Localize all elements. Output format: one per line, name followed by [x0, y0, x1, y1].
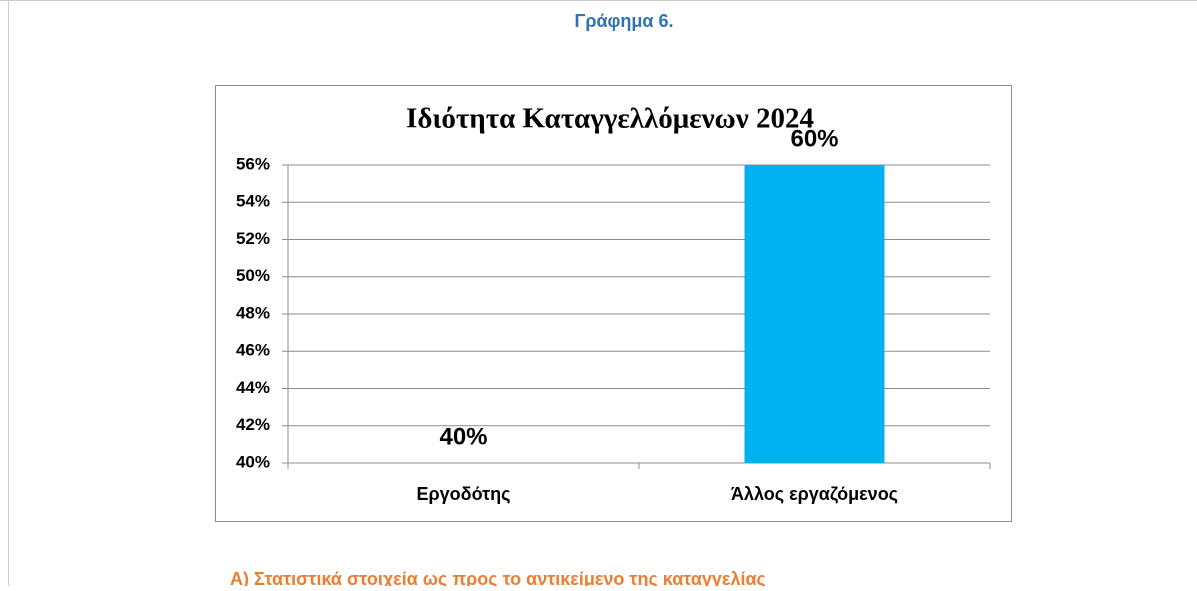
y-tick-label: 40%: [236, 452, 270, 471]
x-tick-label: Εργοδότης: [417, 484, 511, 504]
heading: Γράφημα 6.: [575, 11, 674, 31]
chart-title: Ιδιότητα Καταγγελλόμενων 2024: [406, 103, 814, 135]
y-tick-label: 48%: [236, 303, 270, 322]
y-tick-label: 50%: [236, 266, 270, 285]
y-tick-label: 42%: [236, 415, 270, 434]
y-tick-label: 54%: [236, 192, 270, 211]
y-tick-label: 44%: [236, 378, 270, 397]
y-tick-label: 56%: [236, 154, 270, 173]
bar: [744, 165, 885, 463]
section-heading: Α) Στατιστικά στοιχεία ως προς το αντικε…: [230, 569, 766, 586]
chart-frame: [215, 85, 1012, 522]
y-tick-label: 46%: [236, 341, 270, 360]
plot: 40% 42% 44% 46% 48% 50% 52% 54% 56% Εργοδότης 40% Ά…: [236, 125, 991, 505]
y-tick-label: 52%: [236, 229, 270, 248]
x-tick-label: Άλλος εργαζόμενος: [731, 484, 898, 505]
data-label: 40%: [439, 423, 487, 450]
data-label: 60%: [790, 125, 838, 152]
